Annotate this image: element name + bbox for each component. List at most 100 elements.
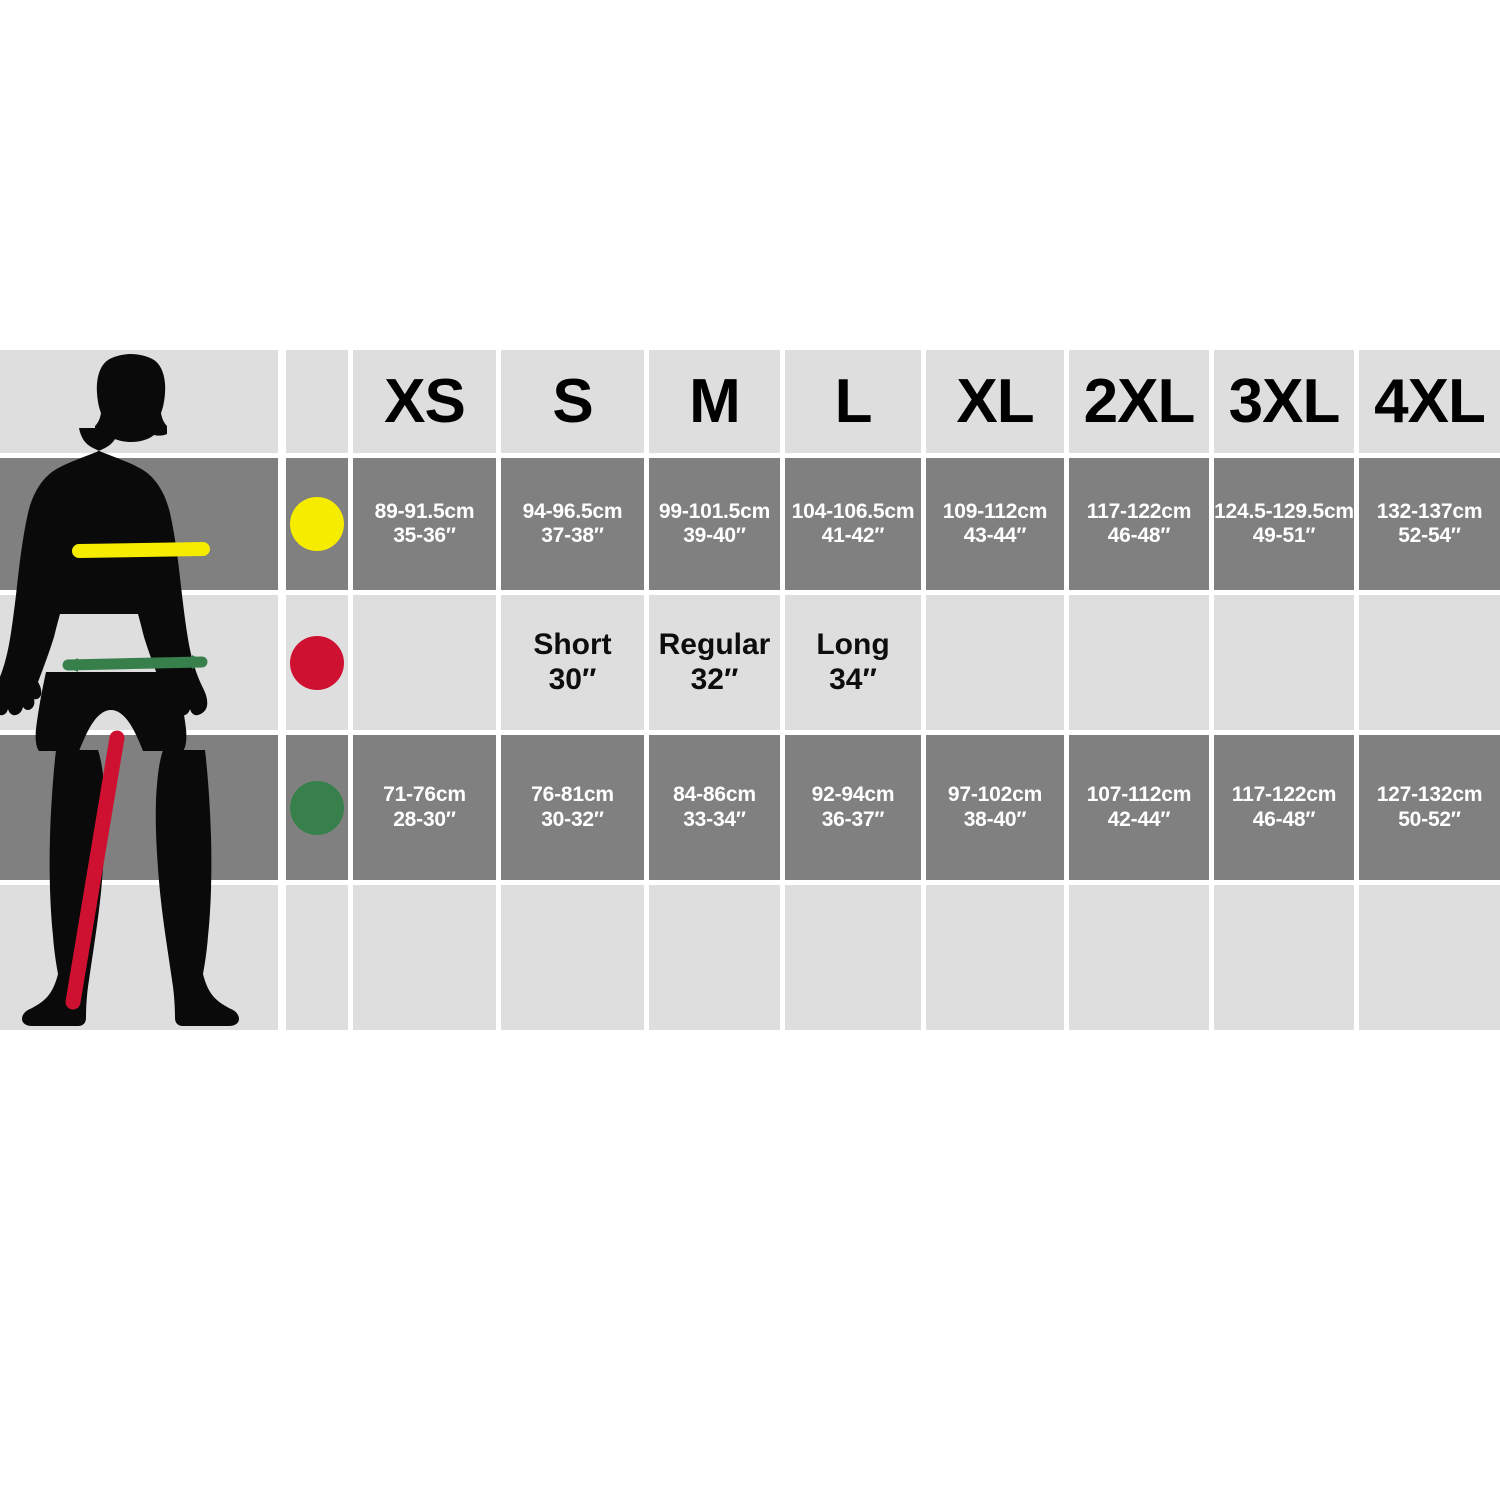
footer-cell-xs	[353, 885, 496, 1030]
measure-in: 28-30″	[393, 807, 456, 831]
chest-cell-4xl: 132-137cm 52-54″	[1359, 458, 1500, 590]
measure-cm: 117-122cm	[1231, 783, 1337, 807]
measure-in: 37-38″	[541, 524, 604, 547]
chest-cell-s: 94-96.5cm 37-38″	[501, 458, 644, 590]
measure-cm: 94-96.5cm	[522, 499, 623, 523]
measure-in: 50-52″	[1398, 807, 1461, 831]
size-label: 4XL	[1374, 366, 1486, 436]
size-label: 3XL	[1228, 366, 1341, 436]
measure-in: 46-48″	[1107, 524, 1171, 547]
inseam-cell-2xl	[1069, 595, 1209, 730]
waist-measure-line	[62, 655, 208, 672]
size-label: S	[552, 366, 593, 436]
measure-cm: 104-106.5cm	[791, 499, 915, 523]
chest-measure-line	[72, 542, 210, 558]
measure-cm: 84-86cm	[673, 783, 756, 807]
legend-cell-inseam	[286, 595, 348, 730]
waist-cell-l: 92-94cm 36-37″	[785, 735, 921, 880]
footer-cell-s	[501, 885, 644, 1030]
measure-in: 36-37″	[821, 807, 885, 831]
waist-cell-4xl: 127-132cm 50-52″	[1359, 735, 1500, 880]
size-label: 2XL	[1083, 366, 1196, 436]
chest-cell-2xl: 117-122cm 46-48″	[1069, 458, 1209, 590]
legend-cell-waist	[286, 735, 348, 880]
waist-cell-2xl: 107-112cm 42-44″	[1069, 735, 1209, 880]
column-header-s: S	[501, 350, 644, 453]
measure-cm: 76-81cm	[531, 783, 614, 807]
measure-cm: 71-76cm	[383, 783, 466, 807]
measure-in: 46-48″	[1252, 807, 1316, 831]
chest-cell-l: 104-106.5cm 41-42″	[785, 458, 921, 590]
measure-cm: 132-137cm	[1376, 499, 1483, 523]
measure-cm: 107-112cm	[1086, 783, 1192, 807]
inseam-label: Regular	[658, 627, 771, 661]
waist-cell-3xl: 117-122cm 46-48″	[1214, 735, 1354, 880]
waist-cell-xs: 71-76cm 28-30″	[353, 735, 496, 880]
inseam-label: Short	[533, 627, 612, 661]
measure-cm: 89-91.5cm	[374, 499, 475, 523]
column-header-xs: XS	[353, 350, 496, 453]
inseam-label: Long	[816, 627, 890, 661]
column-header-xl: XL	[926, 350, 1064, 453]
legend-cell-chest	[286, 458, 348, 590]
inseam-cell-xs	[353, 595, 496, 730]
measure-cm: 97-102cm	[947, 783, 1043, 807]
body-silhouette-panel	[0, 350, 278, 1030]
measure-in: 52-54″	[1398, 524, 1461, 547]
inseam-cell-s: Short 30″	[501, 595, 644, 730]
inseam-value: 32″	[690, 662, 739, 696]
footer-cell-l	[785, 885, 921, 1030]
size-label: M	[689, 366, 741, 436]
column-header-l: L	[785, 350, 921, 453]
measure-in: 38-40″	[963, 807, 1027, 831]
inseam-value: 34″	[829, 662, 877, 696]
legend-column-footer	[286, 885, 348, 1030]
yellow-dot-icon	[290, 497, 344, 551]
measure-in: 43-44″	[963, 524, 1027, 547]
green-dot-icon	[290, 780, 344, 835]
measure-in: 30-32″	[541, 807, 604, 831]
chest-cell-m: 99-101.5cm 39-40″	[649, 458, 780, 590]
red-dot-icon	[290, 635, 344, 690]
measure-in: 41-42″	[821, 524, 885, 547]
column-header-3xl: 3XL	[1214, 350, 1354, 453]
inseam-cell-3xl	[1214, 595, 1354, 730]
waist-cell-s: 76-81cm 30-32″	[501, 735, 644, 880]
size-label: XL	[956, 366, 1034, 436]
measure-cm: 109-112cm	[942, 499, 1048, 523]
inseam-measure-line	[65, 730, 125, 1010]
measure-in: 33-34″	[683, 807, 746, 831]
waist-cell-xl: 97-102cm 38-40″	[926, 735, 1064, 880]
legend-column-header	[286, 350, 348, 453]
inseam-cell-l: Long 34″	[785, 595, 921, 730]
inseam-cell-m: Regular 32″	[649, 595, 780, 730]
footer-cell-2xl	[1069, 885, 1209, 1030]
inseam-value: 30″	[548, 662, 597, 696]
inseam-cell-xl	[926, 595, 1064, 730]
measure-cm: 92-94cm	[811, 783, 895, 807]
column-header-4xl: 4XL	[1359, 350, 1500, 453]
chest-cell-xs: 89-91.5cm 35-36″	[353, 458, 496, 590]
size-label: L	[834, 366, 873, 436]
footer-cell-xl	[926, 885, 1064, 1030]
measure-cm: 127-132cm	[1376, 783, 1483, 807]
measure-in: 49-51″	[1252, 524, 1316, 547]
measure-cm: 117-122cm	[1086, 499, 1192, 523]
measure-in: 39-40″	[683, 524, 746, 547]
inseam-cell-4xl	[1359, 595, 1500, 730]
measure-in: 42-44″	[1107, 807, 1171, 831]
column-header-2xl: 2XL	[1069, 350, 1209, 453]
measure-cm: 124.5-129.5cm	[1214, 499, 1354, 523]
measure-in: 35-36″	[393, 524, 456, 547]
footer-cell-4xl	[1359, 885, 1500, 1030]
waist-cell-m: 84-86cm 33-34″	[649, 735, 780, 880]
size-table: XS S M L XL 2XL 3XL 4XL 89-91.5cm 35-36″…	[0, 350, 1500, 1030]
footer-cell-3xl	[1214, 885, 1354, 1030]
footer-cell-m	[649, 885, 780, 1030]
measure-cm: 99-101.5cm	[658, 499, 771, 523]
column-header-m: M	[649, 350, 780, 453]
chest-cell-3xl: 124.5-129.5cm 49-51″	[1214, 458, 1354, 590]
chest-cell-xl: 109-112cm 43-44″	[926, 458, 1064, 590]
size-label: XS	[384, 366, 466, 436]
